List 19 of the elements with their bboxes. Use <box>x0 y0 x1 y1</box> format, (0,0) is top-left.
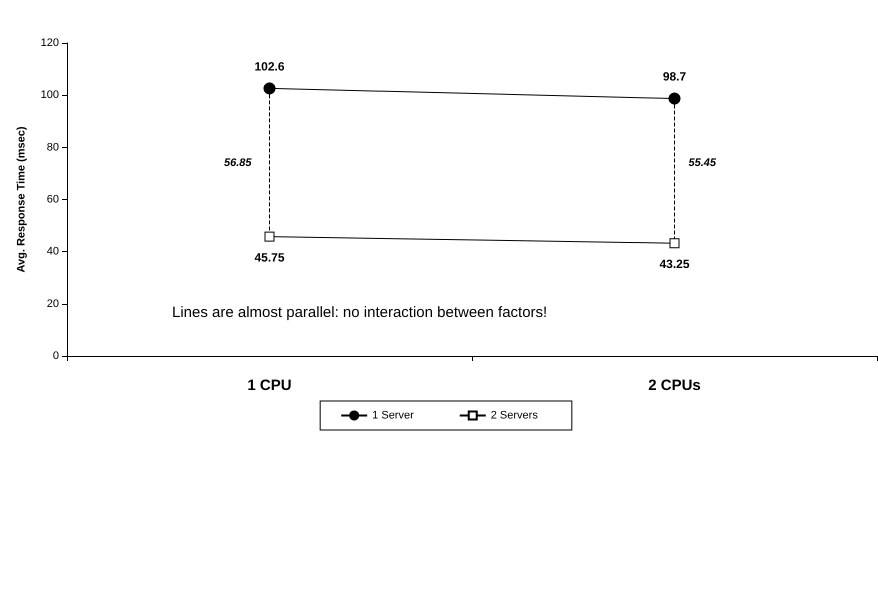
y-axis-title: Avg. Response Time (msec) <box>16 126 28 273</box>
y-tick-label: 60 <box>46 194 59 206</box>
legend-label: 1 Server <box>372 410 414 422</box>
data-label: 45.75 <box>254 250 285 265</box>
annotation: Lines are almost parallel: no interaction between factors! <box>172 304 548 321</box>
y-tick-label: 40 <box>46 246 59 258</box>
annotation: 55.45 <box>688 156 717 169</box>
data-label: 43.25 <box>659 257 690 272</box>
y-tick-label: 80 <box>46 141 59 154</box>
y-tick-label: 0 <box>52 350 59 362</box>
x-tick-label: 2 CPUs <box>648 377 701 394</box>
y-tick-label: 20 <box>46 298 59 310</box>
annotation: 56.85 <box>224 156 252 169</box>
x-tick-label: 1 CPU <box>247 377 292 394</box>
legend-label: 2 Servers <box>490 410 538 422</box>
y-tick-label: 100 <box>40 89 59 102</box>
y-tick-label: 120 <box>40 37 59 49</box>
data-label: 102.6 <box>254 59 285 74</box>
data-label: 98.7 <box>662 70 686 84</box>
